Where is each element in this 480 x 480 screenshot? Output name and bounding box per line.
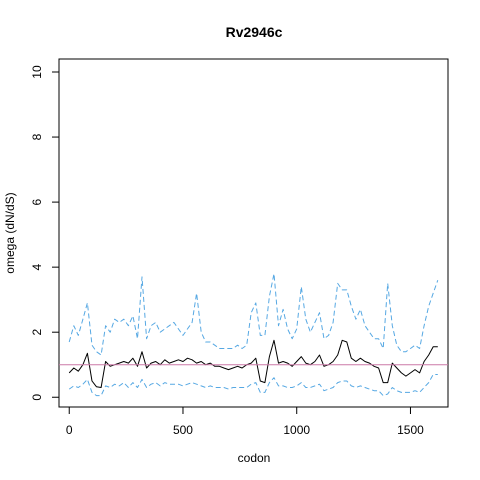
y-tick-label: 8 (30, 133, 44, 140)
x-tick-label: 1500 (397, 423, 424, 437)
y-tick-label: 10 (30, 65, 44, 79)
x-tick-label: 500 (173, 423, 193, 437)
chart-title: Rv2946c (226, 24, 283, 40)
y-tick-label: 4 (30, 263, 44, 270)
plot-frame (58, 58, 449, 408)
x-axis-label: codon (238, 451, 271, 465)
y-axis: 0 2 4 6 8 10 (30, 65, 60, 401)
y-tick-label: 2 (30, 329, 44, 336)
y-tick-label: 0 (30, 394, 44, 401)
y-tick-label: 6 (30, 198, 44, 205)
x-axis: 0 500 1000 1500 (66, 406, 424, 437)
series-line-lower (68, 374, 438, 397)
x-tick-label: 1000 (283, 423, 310, 437)
series-line-estimate (68, 339, 438, 388)
y-axis-label: omega (dN/dS) (3, 192, 17, 273)
series-layer (59, 273, 448, 397)
series-line-upper (68, 273, 439, 356)
x-tick-label: 0 (66, 423, 73, 437)
